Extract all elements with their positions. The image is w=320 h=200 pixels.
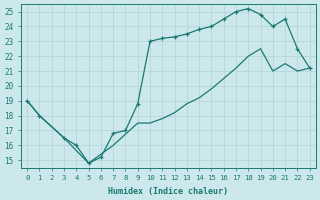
X-axis label: Humidex (Indice chaleur): Humidex (Indice chaleur): [108, 187, 228, 196]
